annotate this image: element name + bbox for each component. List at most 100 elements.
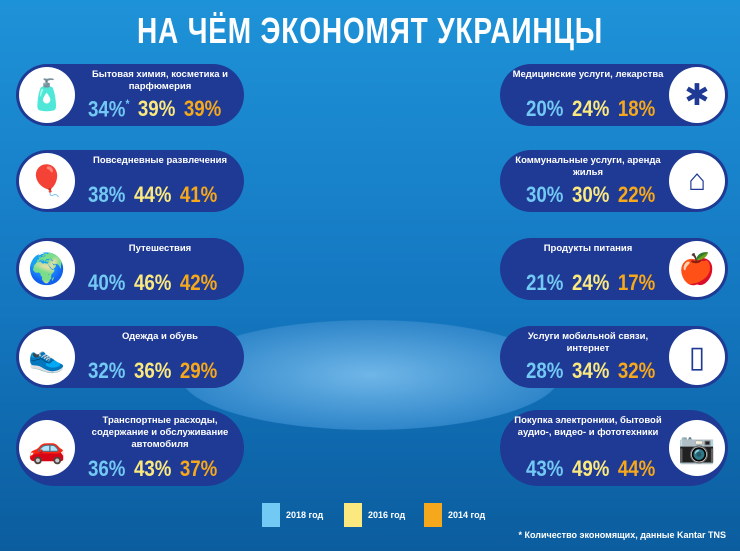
value-2014: 39%	[184, 97, 221, 120]
value-2016: 43%	[134, 458, 171, 480]
category-pill: ✱ Медицинские услуги, лекарства 20% 24% 18…	[500, 64, 728, 126]
value-2014: 32%	[618, 360, 655, 382]
page-title: НА ЧЁМ ЭКОНОМЯТ УКРАИНЦЫ	[136, 10, 604, 51]
value-2014: 18%	[618, 98, 655, 120]
value-text: 43%	[133, 456, 172, 481]
value-text: 22%	[617, 182, 656, 207]
value-text: 34%	[88, 96, 126, 121]
value-2018: 43%	[526, 458, 563, 480]
category-pill: ⌂ Коммунальные услуги, аренда жилья 30% 3…	[500, 150, 728, 212]
value-2016: 49%	[572, 458, 609, 480]
value-text: 29%	[179, 358, 218, 383]
category-label: Путешествия	[128, 243, 192, 254]
values: 38% 44% 41%	[88, 184, 217, 206]
value-text: 30%	[571, 182, 610, 207]
category-pill: 📷 Покупка электроники, бытовой аудио-, в…	[500, 410, 728, 486]
phone-icon: ▯	[669, 329, 725, 385]
value-2018: 40%	[88, 272, 125, 294]
value-2016: 44%	[134, 184, 171, 206]
shoe-icon: 👟	[19, 329, 75, 385]
value-text: 32%	[88, 358, 126, 383]
category-pill: 🚗 Транспортные расходы, содержание и обс…	[16, 410, 244, 486]
footnote: * Количество экономящих, данные Kantar T…	[518, 530, 726, 540]
values: 30% 30% 22%	[526, 184, 655, 206]
category-label: Одежда и обувь	[121, 331, 199, 342]
value-text: 24%	[571, 96, 610, 121]
category-label: Транспортные расходы, содержание и обслу…	[91, 415, 229, 450]
values: 28% 34% 32%	[526, 360, 655, 382]
value-text: 38%	[88, 182, 126, 207]
value-text: 34%	[571, 358, 610, 383]
value-text: 44%	[133, 182, 172, 207]
spray-bottle-icon: 🧴	[19, 67, 75, 123]
value-2018: 36%	[88, 458, 125, 480]
value-2014: 41%	[180, 184, 217, 206]
value-2016: 46%	[134, 272, 171, 294]
category-pill: 🍎 Продукты питания 21% 24% 17%	[500, 238, 728, 300]
category-label: Коммунальные услуги, аренда жилья	[515, 155, 661, 178]
value-text: 21%	[526, 270, 564, 295]
value-2014: 44%	[618, 458, 655, 480]
value-2016: 24%	[572, 98, 609, 120]
legend-2014: 2014 год	[424, 503, 485, 527]
category-pill: 🌍 Путешествия 40% 46% 42%	[16, 238, 244, 300]
legend-2018: 2018 год	[262, 503, 323, 527]
value-text: 24%	[571, 270, 610, 295]
value-2018: 32%	[88, 360, 125, 382]
values: 21% 24% 17%	[526, 272, 655, 294]
legend-label: 2018 год	[286, 510, 324, 520]
value-2016: 39%	[137, 95, 176, 121]
value-text: 44%	[617, 456, 656, 481]
legend-label: 2016 год	[368, 510, 406, 520]
family-illustration	[180, 320, 560, 430]
category-label: Услуги мобильной связи, интернет	[527, 331, 649, 354]
value-2016: 24%	[572, 272, 609, 294]
value-text: 17%	[617, 270, 656, 295]
category-pill: 🎈 Повседневные развлечения 38% 44% 41%	[16, 150, 244, 212]
footnote-star: *	[125, 96, 130, 111]
category-label: Повседневные развлечения	[93, 155, 227, 166]
value-2018: 20%	[526, 98, 563, 120]
category-label: Медицинские услуги, лекарства	[512, 69, 664, 80]
value-2018: 34%*	[88, 98, 129, 120]
values: 32% 36% 29%	[88, 360, 217, 382]
value-text: 28%	[526, 358, 564, 383]
value-text: 20%	[526, 96, 564, 121]
value-text: 42%	[179, 270, 218, 295]
value-2018: 38%	[88, 184, 125, 206]
value-text: 40%	[88, 270, 126, 295]
value-2016: 30%	[572, 184, 609, 206]
value-text: 41%	[179, 182, 218, 207]
values: 20% 24% 18%	[526, 98, 655, 120]
values: 43% 49% 44%	[526, 458, 655, 480]
values: 34%* 39% 39%	[88, 95, 221, 121]
values: 40% 46% 42%	[88, 272, 217, 294]
value-2018: 30%	[526, 184, 563, 206]
category-pill: 👟 Одежда и обувь 32% 36% 29%	[16, 326, 244, 388]
house-icon: ⌂	[669, 153, 725, 209]
value-2014: 29%	[180, 360, 217, 382]
car-icon: 🚗	[19, 420, 75, 476]
camera-icon: 📷	[669, 420, 725, 476]
value-text: 39%	[137, 95, 176, 121]
value-text: 37%	[179, 456, 218, 481]
globe-plane-icon: 🌍	[19, 241, 75, 297]
value-text: 36%	[133, 358, 172, 383]
value-2014: 22%	[618, 184, 655, 206]
category-pill: 🧴 Бытовая химия, косметика и парфюмерия …	[16, 64, 244, 126]
value-text: 49%	[571, 456, 610, 481]
category-pill: ▯ Услуги мобильной связи, интернет 28% 34…	[500, 326, 728, 388]
medical-star-icon: ✱	[669, 67, 725, 123]
value-2014: 37%	[180, 458, 217, 480]
legend-label: 2014 год	[448, 510, 486, 520]
value-2018: 28%	[526, 360, 563, 382]
legend-2016: 2016 год	[344, 503, 405, 527]
value-text: 30%	[526, 182, 564, 207]
value-text: 18%	[617, 96, 656, 121]
value-2016: 36%	[134, 360, 171, 382]
value-2018: 21%	[526, 272, 563, 294]
values: 36% 43% 37%	[88, 458, 217, 480]
value-2016: 34%	[572, 360, 609, 382]
value-text: 36%	[88, 456, 126, 481]
category-label: Продукты питания	[543, 243, 633, 254]
